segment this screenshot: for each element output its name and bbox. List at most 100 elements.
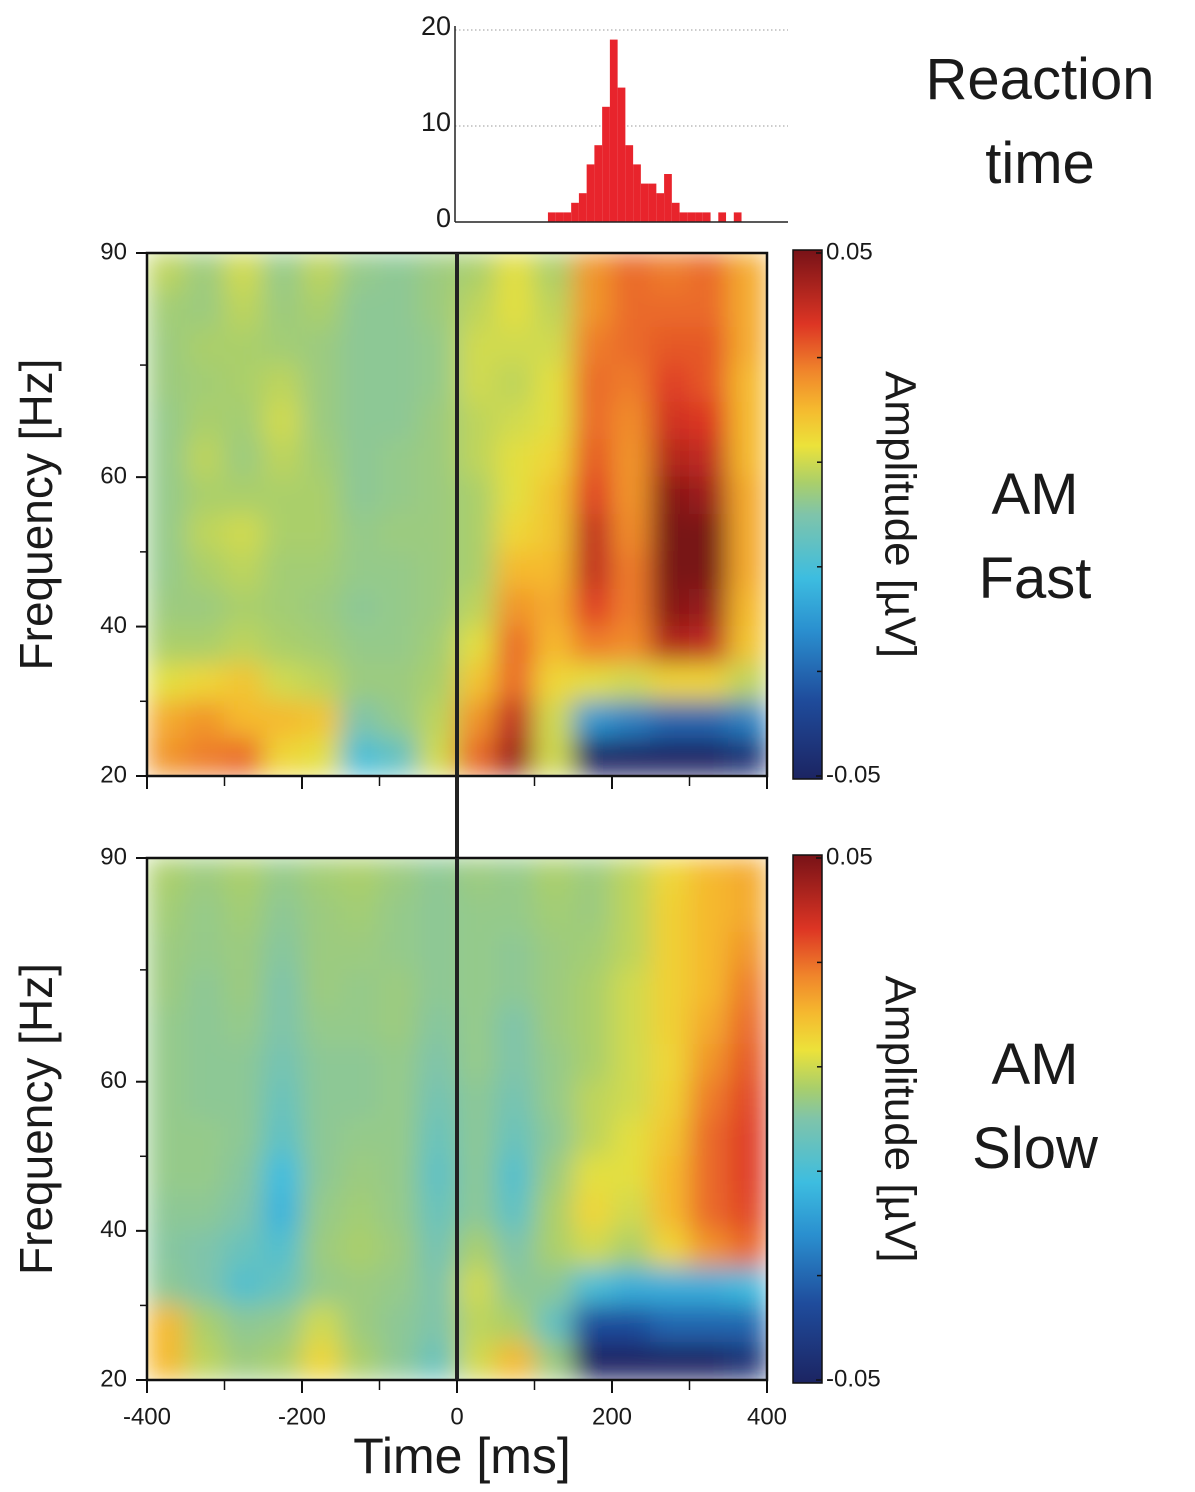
heatmap-cell	[534, 894, 574, 934]
heatmap-cell	[147, 327, 187, 366]
heatmap-cell	[611, 700, 652, 740]
heatmap-cell	[417, 1267, 458, 1306]
heatmap-cell	[572, 1118, 613, 1157]
heatmap-cell	[495, 364, 535, 403]
heatmap-cell	[534, 551, 574, 590]
heatmap-cell	[572, 439, 613, 478]
heatmap-cell	[689, 364, 729, 403]
bar	[679, 212, 688, 222]
heatmap-cell	[147, 932, 187, 971]
heatmap-cell	[495, 626, 535, 665]
colorbar-tick-label: 0.05	[826, 238, 873, 265]
heatmap-cell	[495, 551, 535, 590]
heatmap-cell	[417, 1081, 458, 1120]
heatmap-cell	[495, 1006, 535, 1045]
heatmap-cell	[689, 894, 729, 934]
heatmap-cell	[417, 894, 458, 934]
heatmap-cell	[495, 439, 535, 478]
heatmap-cell	[456, 858, 497, 896]
heatmap-cell	[611, 588, 652, 628]
heatmap-cell	[689, 1342, 729, 1380]
y-tick-label: 60	[100, 1067, 127, 1094]
heatmap-cell	[185, 738, 225, 776]
heatmap-cell	[456, 1043, 497, 1083]
heatmap-cell	[340, 663, 380, 702]
heatmap-cell	[727, 253, 767, 291]
heatmap-cell	[262, 327, 303, 366]
heatmap-cell	[689, 1304, 729, 1344]
heatmap-cell	[185, 588, 225, 628]
heatmap-cell	[379, 932, 419, 971]
bar	[563, 212, 572, 222]
bar	[640, 183, 649, 222]
heatmap-cell	[185, 253, 225, 291]
heatmap-cell	[340, 1043, 380, 1083]
heatmap-cell	[262, 551, 303, 590]
heatmap-cell	[224, 1193, 264, 1232]
bar	[617, 87, 626, 222]
panel-label: AM Slow	[972, 1032, 1098, 1181]
heatmap-cell	[147, 551, 187, 590]
heatmap-cell	[185, 401, 225, 441]
heatmap-cell	[727, 663, 767, 702]
heatmap-cell	[572, 1304, 613, 1344]
heatmap-cell	[417, 969, 458, 1008]
heatmap-cell	[534, 738, 574, 776]
heatmap-cell	[495, 700, 535, 740]
heatmap-cell	[417, 700, 458, 740]
heatmap-cell	[224, 1304, 264, 1344]
heatmap-cell	[224, 439, 264, 478]
heatmap-cell	[572, 1193, 613, 1232]
heatmap-cell	[262, 364, 303, 403]
heatmap-cell	[495, 1304, 535, 1344]
heatmap-cell	[495, 1081, 535, 1120]
heatmap-cell	[611, 1230, 652, 1269]
heatmap-cell	[147, 626, 187, 665]
heatmap-cell	[611, 1006, 652, 1045]
heatmap-cell	[495, 514, 535, 553]
heatmap-cell	[534, 663, 574, 702]
heatmap-cell	[379, 663, 419, 702]
heatmap-cell	[650, 700, 690, 740]
heatmap-cell	[572, 969, 613, 1008]
heatmap-cell	[185, 663, 225, 702]
heatmap-cell	[689, 1267, 729, 1306]
heatmap-cell	[379, 551, 419, 590]
heatmap-cell	[611, 1118, 652, 1157]
heatmap-cell	[689, 588, 729, 628]
heatmap-cell	[611, 514, 652, 553]
heatmap-cell	[301, 1304, 342, 1344]
heatmap-cell	[340, 476, 380, 515]
heatmap-cell	[340, 551, 380, 590]
y-tick-label: 90	[100, 238, 127, 265]
heatmap-cell	[147, 969, 187, 1008]
heatmap-cell	[379, 1155, 419, 1195]
heatmap-cell	[495, 289, 535, 329]
heatmap-cell	[650, 1081, 690, 1120]
heatmap-cell	[495, 858, 535, 896]
y-tick-label: 60	[100, 462, 127, 489]
heatmap-cell	[727, 894, 767, 934]
heatmap-cell	[572, 1230, 613, 1269]
heatmap-cell	[340, 289, 380, 329]
heatmap-cell	[727, 1155, 767, 1195]
heatmap-cell	[495, 663, 535, 702]
heatmap-cell	[650, 1118, 690, 1157]
heatmap-cell	[379, 1043, 419, 1083]
heatmap-cell	[224, 476, 264, 515]
heatmap-cell	[224, 1342, 264, 1380]
heatmap-cell	[262, 1193, 303, 1232]
bar	[648, 183, 657, 222]
heatmap-cell	[185, 514, 225, 553]
heatmap-cell	[340, 858, 380, 896]
heatmap-cell	[456, 1193, 497, 1232]
heatmap-cell	[147, 1155, 187, 1195]
heatmap-cell	[417, 1043, 458, 1083]
heatmap-cell	[727, 858, 767, 896]
heatmap-cell	[611, 738, 652, 776]
heatmap-cell	[611, 439, 652, 478]
heatmap-cell	[262, 1118, 303, 1157]
heatmap-cell	[185, 969, 225, 1008]
